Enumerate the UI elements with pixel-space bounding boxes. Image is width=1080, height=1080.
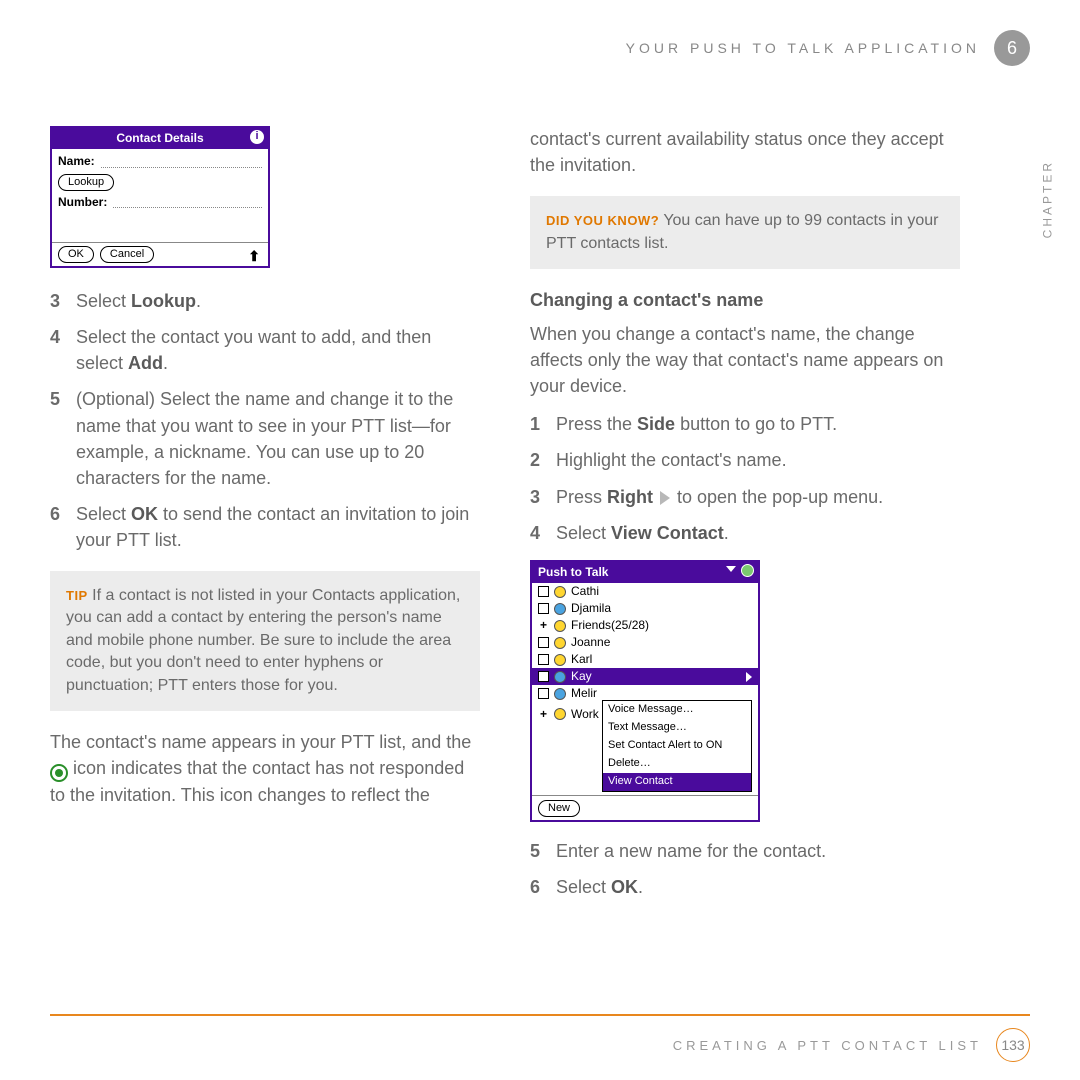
expand-icon[interactable]: +: [538, 706, 549, 723]
row-arrow-icon: [746, 672, 752, 682]
right-arrow-icon: [660, 491, 670, 505]
name-field[interactable]: [101, 156, 262, 168]
checkbox-icon[interactable]: [538, 671, 549, 682]
group-icon: [554, 708, 566, 720]
checkbox-icon[interactable]: [538, 688, 549, 699]
list-item-selected[interactable]: Kay: [532, 668, 758, 685]
ptt-footer: New: [532, 795, 758, 820]
number-label: Number:: [58, 194, 107, 211]
menu-item[interactable]: Set Contact Alert to ON: [603, 737, 751, 755]
footer-text: CREATING A PTT CONTACT LIST: [673, 1038, 982, 1053]
left-tail-paragraph: The contact's name appears in your PTT l…: [50, 729, 480, 808]
number-field[interactable]: [113, 196, 262, 208]
group-icon: [554, 620, 566, 632]
chapter-side-label: CHAPTER: [1040, 160, 1054, 238]
header-title: YOUR PUSH TO TALK APPLICATION: [626, 40, 980, 56]
cancel-button[interactable]: Cancel: [100, 246, 154, 263]
tip-text: If a contact is not listed in your Conta…: [66, 587, 460, 694]
status-icon: [554, 637, 566, 649]
info-icon: i: [250, 130, 264, 144]
rstep-1: 1 Press the Side button to go to PTT.: [530, 411, 960, 437]
list-item[interactable]: +Friends(25/28): [532, 617, 758, 634]
lookup-button[interactable]: Lookup: [58, 174, 114, 191]
contact-details-body: Name: Lookup Number:: [52, 149, 268, 242]
checkbox-icon[interactable]: [538, 637, 549, 648]
did-you-know-box: DID YOU KNOW? You can have up to 99 cont…: [530, 196, 960, 269]
contact-details-titlebar: Contact Details i: [52, 128, 268, 149]
rstep-3: 3 Press Right to open the pop-up menu.: [530, 484, 960, 510]
section2-intro: When you change a contact's name, the ch…: [530, 321, 960, 399]
step-5: 5 (Optional) Select the name and change …: [50, 386, 480, 490]
dropdown-icon[interactable]: [726, 566, 736, 572]
page-header: YOUR PUSH TO TALK APPLICATION 6: [50, 30, 1030, 66]
list-item[interactable]: Karl: [532, 651, 758, 668]
contact-details-title: Contact Details: [116, 131, 203, 145]
status-icon: [554, 603, 566, 615]
rstep-4: 4 Select View Contact.: [530, 520, 960, 546]
contact-details-screenshot: Contact Details i Name: Lookup Number: O…: [50, 126, 270, 268]
content-columns: Contact Details i Name: Lookup Number: O…: [50, 126, 1030, 910]
list-item[interactable]: Djamila: [532, 600, 758, 617]
menu-item[interactable]: Delete…: [603, 755, 751, 773]
step-6: 6 Select OK to send the contact an invit…: [50, 501, 480, 553]
new-button[interactable]: New: [538, 800, 580, 817]
dyk-label: DID YOU KNOW?: [546, 213, 659, 228]
expand-icon[interactable]: +: [538, 617, 549, 634]
ptt-list-body: Cathi Djamila +Friends(25/28) Joanne Kar…: [532, 583, 758, 795]
rstep-5: 5 Enter a new name for the contact.: [530, 838, 960, 864]
pending-status-icon: [50, 764, 68, 782]
rstep-6: 6 Select OK.: [530, 874, 960, 900]
page-number: 133: [996, 1028, 1030, 1062]
list-item[interactable]: Cathi: [532, 583, 758, 600]
contact-details-footer: OK Cancel ⬆: [52, 242, 268, 266]
up-arrow-icon: ⬆: [248, 246, 260, 266]
step-num: 5: [50, 386, 66, 490]
step-num: 6: [50, 501, 66, 553]
chapter-number-badge: 6: [994, 30, 1030, 66]
step-num: 4: [50, 324, 66, 376]
checkbox-icon[interactable]: [538, 654, 549, 665]
tip-box: TIP If a contact is not listed in your C…: [50, 571, 480, 711]
context-menu: Voice Message… Text Message… Set Contact…: [602, 700, 752, 792]
ptt-titlebar: Push to Talk: [532, 562, 758, 583]
step-num: 3: [50, 288, 66, 314]
step-4: 4 Select the contact you want to add, an…: [50, 324, 480, 376]
menu-item[interactable]: Text Message…: [603, 719, 751, 737]
signal-icon: [741, 564, 754, 577]
list-item[interactable]: Joanne: [532, 634, 758, 651]
tip-label: TIP: [66, 588, 88, 603]
checkbox-icon[interactable]: [538, 586, 549, 597]
rstep-2: 2 Highlight the contact's name.: [530, 447, 960, 473]
ok-button[interactable]: OK: [58, 246, 94, 263]
checkbox-icon[interactable]: [538, 603, 549, 614]
right-column: contact's current availability status on…: [530, 126, 960, 910]
page-footer: CREATING A PTT CONTACT LIST 133: [50, 1014, 1030, 1062]
status-icon: [554, 671, 566, 683]
name-label: Name:: [58, 153, 95, 170]
ptt-title: Push to Talk: [538, 565, 608, 579]
status-icon: [554, 688, 566, 700]
ptt-list-screenshot: Push to Talk Cathi Djamila +Friends(25/2…: [530, 560, 760, 822]
left-column: Contact Details i Name: Lookup Number: O…: [50, 126, 480, 910]
status-icon: [554, 586, 566, 598]
right-intro: contact's current availability status on…: [530, 126, 960, 178]
menu-item[interactable]: Voice Message…: [603, 701, 751, 719]
step-3: 3 Select Lookup.: [50, 288, 480, 314]
status-icon: [554, 654, 566, 666]
menu-item-selected[interactable]: View Contact: [603, 773, 751, 791]
section-title: Changing a contact's name: [530, 287, 960, 313]
